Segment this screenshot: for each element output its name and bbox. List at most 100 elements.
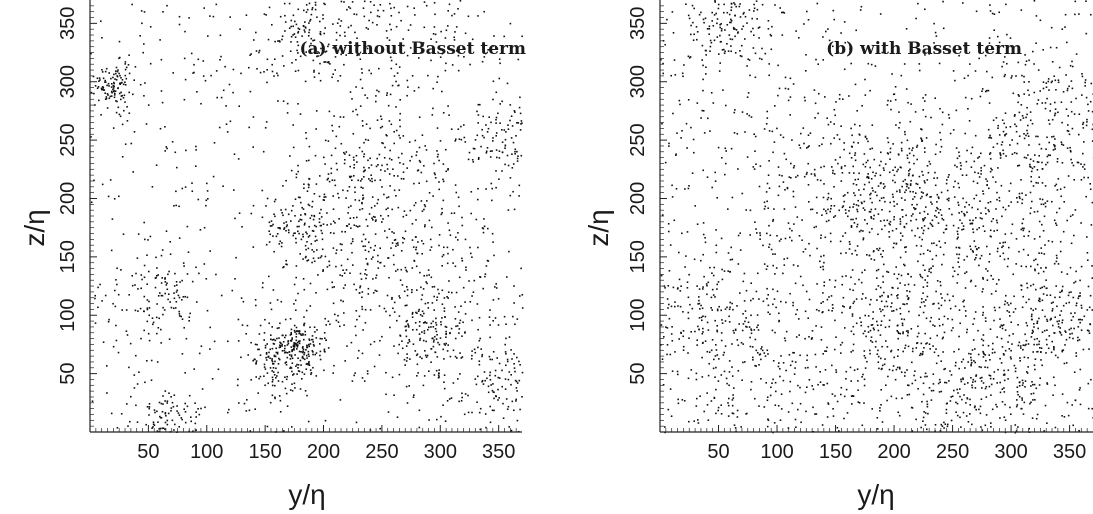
- particle-point: [894, 378, 897, 381]
- particle-point: [519, 96, 521, 99]
- particle-point: [511, 153, 513, 155]
- particle-point: [353, 283, 355, 286]
- particle-point: [413, 394, 415, 396]
- particle-point: [443, 381, 445, 383]
- particle-point: [300, 364, 302, 366]
- particle-point: [1053, 347, 1055, 349]
- particle-point: [908, 172, 910, 175]
- particle-point: [738, 323, 740, 325]
- particle-point: [1077, 336, 1079, 339]
- particle-point: [335, 265, 337, 268]
- particle-point: [1041, 299, 1044, 302]
- particle-point: [297, 69, 300, 72]
- particle-point: [495, 132, 498, 134]
- particle-point: [292, 345, 295, 347]
- particle-point: [425, 322, 428, 324]
- particle-point: [363, 170, 366, 172]
- particle-point: [834, 114, 836, 117]
- particle-point: [849, 243, 851, 245]
- particle-point: [720, 332, 723, 334]
- particle-point: [876, 194, 878, 197]
- particle-point: [820, 255, 822, 258]
- particle-point: [473, 279, 476, 282]
- particle-point: [320, 208, 322, 211]
- particle-point: [804, 310, 807, 313]
- particle-point: [422, 339, 425, 342]
- particle-point: [779, 134, 782, 136]
- particle-point: [297, 196, 300, 199]
- particle-point: [514, 150, 516, 153]
- particle-point: [662, 62, 664, 65]
- particle-point: [441, 255, 444, 258]
- particle-point: [317, 55, 319, 57]
- particle-point: [958, 335, 960, 338]
- particle-point: [872, 218, 875, 220]
- particle-point: [1027, 124, 1029, 127]
- particle-point: [463, 413, 466, 416]
- particle-point: [934, 184, 937, 187]
- particle-point: [202, 60, 205, 62]
- particle-point: [816, 247, 818, 250]
- particle-point: [1056, 158, 1059, 160]
- particle-point: [263, 375, 265, 377]
- particle-point: [302, 278, 305, 280]
- particle-point: [188, 316, 191, 318]
- particle-point: [367, 293, 370, 295]
- particle-point: [896, 190, 898, 193]
- particle-point: [361, 308, 364, 311]
- particle-point: [248, 409, 251, 412]
- particle-point: [864, 165, 867, 168]
- particle-point: [814, 353, 817, 356]
- particle-point: [273, 213, 275, 215]
- particle-point: [115, 66, 118, 69]
- particle-point: [795, 336, 798, 338]
- particle-point: [277, 74, 279, 77]
- particle-point: [707, 281, 710, 284]
- particle-point: [1019, 119, 1022, 121]
- particle-point: [872, 327, 875, 329]
- particle-point: [1070, 150, 1072, 153]
- particle-point: [1067, 175, 1070, 177]
- particle-point: [259, 354, 262, 356]
- particle-point: [850, 330, 853, 333]
- particle-point: [947, 199, 950, 202]
- particle-point: [825, 30, 827, 33]
- particle-point: [828, 39, 831, 42]
- particle-point: [339, 116, 342, 118]
- particle-point: [417, 241, 419, 243]
- particle-point: [495, 116, 498, 119]
- particle-point: [861, 105, 863, 107]
- particle-point: [122, 233, 125, 235]
- particle-point: [956, 238, 959, 240]
- particle-point: [961, 174, 964, 176]
- particle-point: [447, 344, 449, 346]
- particle-point: [313, 69, 315, 72]
- particle-point: [119, 82, 121, 85]
- particle-point: [374, 205, 376, 207]
- particle-point: [953, 389, 955, 392]
- particle-point: [313, 345, 315, 347]
- particle-point: [293, 324, 296, 327]
- particle-point: [1021, 384, 1024, 386]
- particle-point: [308, 22, 310, 24]
- particle-point: [827, 123, 830, 126]
- particle-point: [689, 56, 692, 58]
- particle-point: [156, 361, 159, 363]
- particle-point: [167, 298, 169, 301]
- particle-point: [843, 395, 846, 398]
- particle-point: [429, 249, 432, 251]
- particle-point: [769, 313, 771, 315]
- particle-point: [330, 154, 333, 157]
- particle-point: [418, 333, 421, 335]
- particle-point: [1034, 368, 1036, 371]
- particle-point: [730, 21, 732, 24]
- particle-point: [907, 273, 909, 275]
- particle-point: [418, 409, 421, 412]
- particle-point: [942, 323, 944, 326]
- particle-point: [133, 374, 136, 376]
- particle-point: [742, 280, 745, 283]
- particle-point: [849, 366, 852, 369]
- particle-point: [162, 313, 164, 316]
- particle-point: [496, 156, 498, 159]
- particle-point: [1037, 299, 1040, 302]
